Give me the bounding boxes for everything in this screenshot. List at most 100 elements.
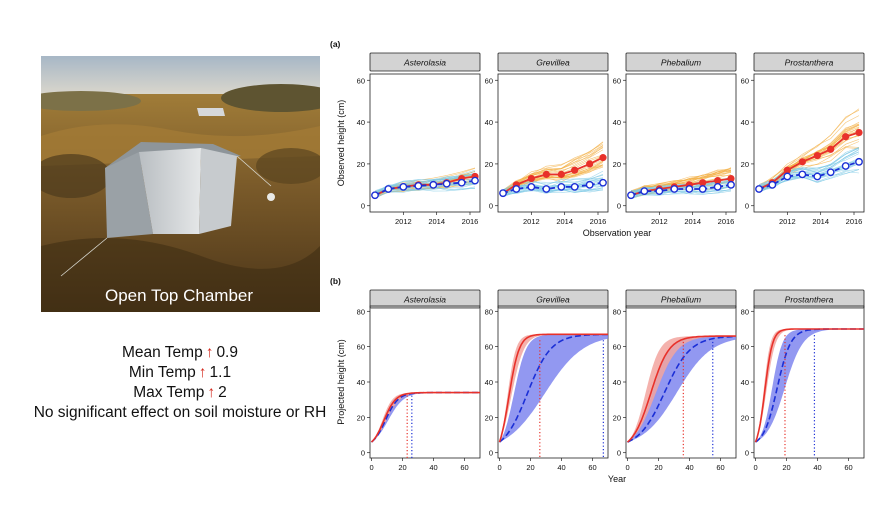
y-tick-label: 0: [745, 202, 749, 211]
effect-note: No significant effect on soil moisture o…: [33, 404, 327, 421]
control-mean-point: [826, 168, 835, 177]
panel-label: (b): [330, 276, 341, 286]
up-arrow-icon: ↑: [198, 364, 207, 381]
plot-area: [498, 333, 608, 458]
facet-title: Phebalium: [661, 295, 701, 305]
x-tick-label: 2012: [395, 217, 412, 226]
x-tick-label: 40: [813, 463, 821, 472]
plot-area: [626, 335, 736, 458]
control-mean-point: [384, 185, 393, 193]
warmed-mean-point: [827, 145, 835, 153]
warmed-mean-point: [542, 170, 550, 178]
effect-label: Max Temp: [133, 384, 205, 401]
warmed-mean-point: [727, 174, 735, 183]
plot-area: [627, 167, 735, 200]
y-tick-label: 40: [613, 118, 621, 127]
plot-frame: [497, 305, 609, 459]
control-mean-point: [755, 185, 763, 193]
individual-trajectory: [630, 168, 732, 193]
warmed-mean-point: [714, 177, 722, 185]
control-mean-point: [798, 170, 807, 179]
x-tick-label: 60: [588, 463, 596, 472]
y-tick-label: 60: [485, 343, 493, 352]
x-tick-label: 60: [460, 463, 468, 472]
y-tick-label: 20: [357, 413, 365, 422]
control-mean-point: [655, 187, 664, 195]
y-tick-label: 80: [357, 307, 365, 316]
warmed-projection-line: [498, 333, 608, 443]
x-tick-label: 2016: [846, 217, 863, 226]
plot-frame: [753, 73, 865, 213]
facet-strip: [753, 289, 865, 309]
facet-title: Asterolasia: [403, 295, 446, 305]
x-tick-label: 60: [716, 463, 724, 472]
panel-label: (a): [330, 39, 341, 49]
y-tick-label: 20: [613, 160, 621, 169]
control-mean-point: [499, 189, 507, 198]
control-projection-line: [627, 335, 736, 443]
facet-strip: [497, 52, 609, 72]
warmed-projection-line: [370, 391, 480, 443]
warmed-projection-line: [754, 328, 864, 443]
facet-strip: [753, 52, 865, 72]
y-tick-label: 60: [741, 343, 749, 352]
y-tick-label: 0: [617, 449, 621, 458]
control-uncertainty-band: [371, 392, 480, 443]
control-mean-point: [670, 185, 679, 193]
plot-frame: [497, 73, 609, 213]
open-top-chamber-photo: Open Top Chamber: [41, 56, 320, 312]
facet-title: Asterolasia: [403, 58, 446, 68]
x-tick-label: 2012: [523, 217, 540, 226]
facet-title: Prostanthera: [785, 295, 834, 305]
control-uncertainty-band: [755, 329, 864, 443]
control-mean-point: [599, 178, 607, 187]
effect-label: Mean Temp: [121, 344, 203, 361]
warmed-mean-point: [586, 160, 594, 168]
control-mean-point: [527, 183, 536, 191]
warmed-mean-point: [557, 170, 565, 178]
y-tick-label: 20: [741, 160, 749, 169]
x-tick-label: 20: [654, 463, 662, 472]
y-tick-label: 0: [489, 202, 493, 211]
control-mean-point: [783, 172, 792, 181]
control-mean-point: [627, 191, 635, 200]
control-mean-point: [685, 185, 694, 193]
effect-value: 0.9: [216, 344, 238, 361]
y-tick-label: 40: [357, 118, 365, 127]
x-tick-label: 2014: [812, 217, 829, 226]
control-mean-point: [512, 185, 521, 193]
y-tick-label: 60: [357, 343, 365, 352]
warmed-uncertainty-band: [627, 336, 736, 443]
individual-trajectory: [758, 108, 860, 187]
control-mean-point: [371, 191, 379, 200]
control-projection-line: [498, 333, 608, 443]
y-tick-label: 20: [485, 160, 493, 169]
facet-strip: [625, 289, 737, 309]
effect-label: Min Temp: [128, 364, 196, 381]
x-axis-title: Observation year: [583, 228, 652, 238]
individual-trajectory: [502, 154, 604, 192]
control-mean-point: [698, 185, 707, 193]
y-tick-label: 40: [741, 378, 749, 387]
facet-strip: [369, 52, 481, 72]
facet-title: Prostanthera: [785, 58, 834, 68]
control-mean-point: [471, 176, 479, 185]
plot-frame: [369, 73, 481, 213]
x-tick-label: 20: [398, 463, 406, 472]
y-tick-label: 80: [741, 307, 749, 316]
facet-strip: [497, 289, 609, 309]
y-tick-label: 60: [741, 76, 749, 85]
y-axis-title: Projected height (cm): [336, 339, 346, 425]
x-tick-label: 2012: [779, 217, 796, 226]
x-tick-label: 2016: [590, 217, 607, 226]
x-tick-label: 2014: [428, 217, 445, 226]
warmed-mean-point: [842, 133, 850, 141]
effect-value: 1.1: [209, 364, 232, 381]
y-tick-label: 80: [485, 307, 493, 316]
x-tick-label: 40: [685, 463, 693, 472]
y-tick-label: 20: [485, 413, 493, 422]
faceted-height-charts: (a) Asterolasia 0 20 40 60 2012 2014 2016 Grevill…: [330, 39, 865, 484]
warming-effects-summary: Mean Temp ↑ 0.9 Min Temp ↑ 1.1 Max Temp ↑ 2 No…: [10, 343, 350, 423]
warmed-mean-point: [783, 166, 791, 174]
control-mean-point: [442, 179, 451, 188]
